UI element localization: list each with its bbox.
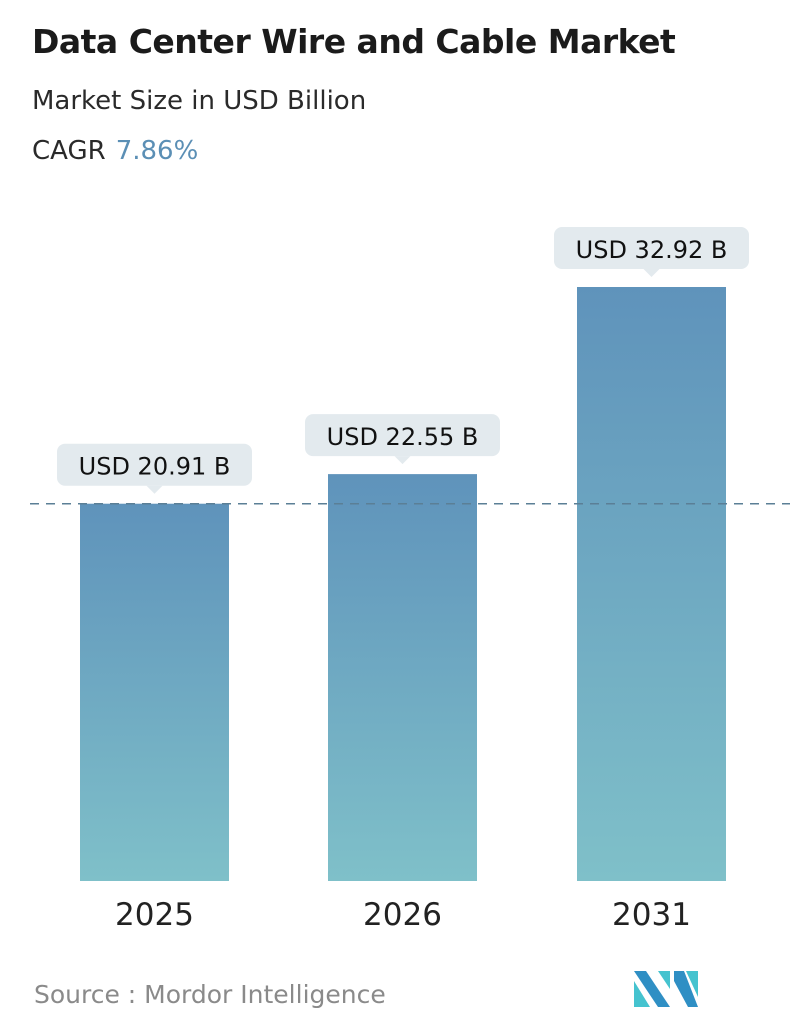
x-tick-label: 2026 [363, 897, 442, 933]
data-label-box [554, 227, 749, 269]
source-text: Source : Mordor Intelligence [34, 980, 386, 1009]
x-tick-label: 2031 [612, 897, 691, 933]
data-label-box [57, 443, 252, 486]
cagr: CAGR 7.86% [32, 136, 198, 166]
mordor-logo-icon [634, 971, 698, 1007]
bar-2025 [80, 503, 229, 881]
data-label: USD 32.92 B [576, 236, 728, 264]
cagr-value: 7.86% [115, 136, 199, 166]
data-label-pointer [643, 269, 660, 277]
bar-2031 [577, 287, 726, 881]
bar-2026 [328, 474, 477, 881]
data-label-box [305, 414, 500, 457]
data-label: USD 20.91 B [79, 453, 231, 481]
cagr-label: CAGR [32, 136, 106, 166]
data-label-pointer [394, 456, 411, 465]
chart-title: Data Center Wire and Cable Market [32, 22, 676, 61]
chart-subtitle: Market Size in USD Billion [32, 86, 367, 116]
data-label: USD 22.55 B [327, 423, 479, 451]
x-tick-label: 2025 [115, 897, 194, 933]
data-label-pointer [146, 485, 163, 494]
